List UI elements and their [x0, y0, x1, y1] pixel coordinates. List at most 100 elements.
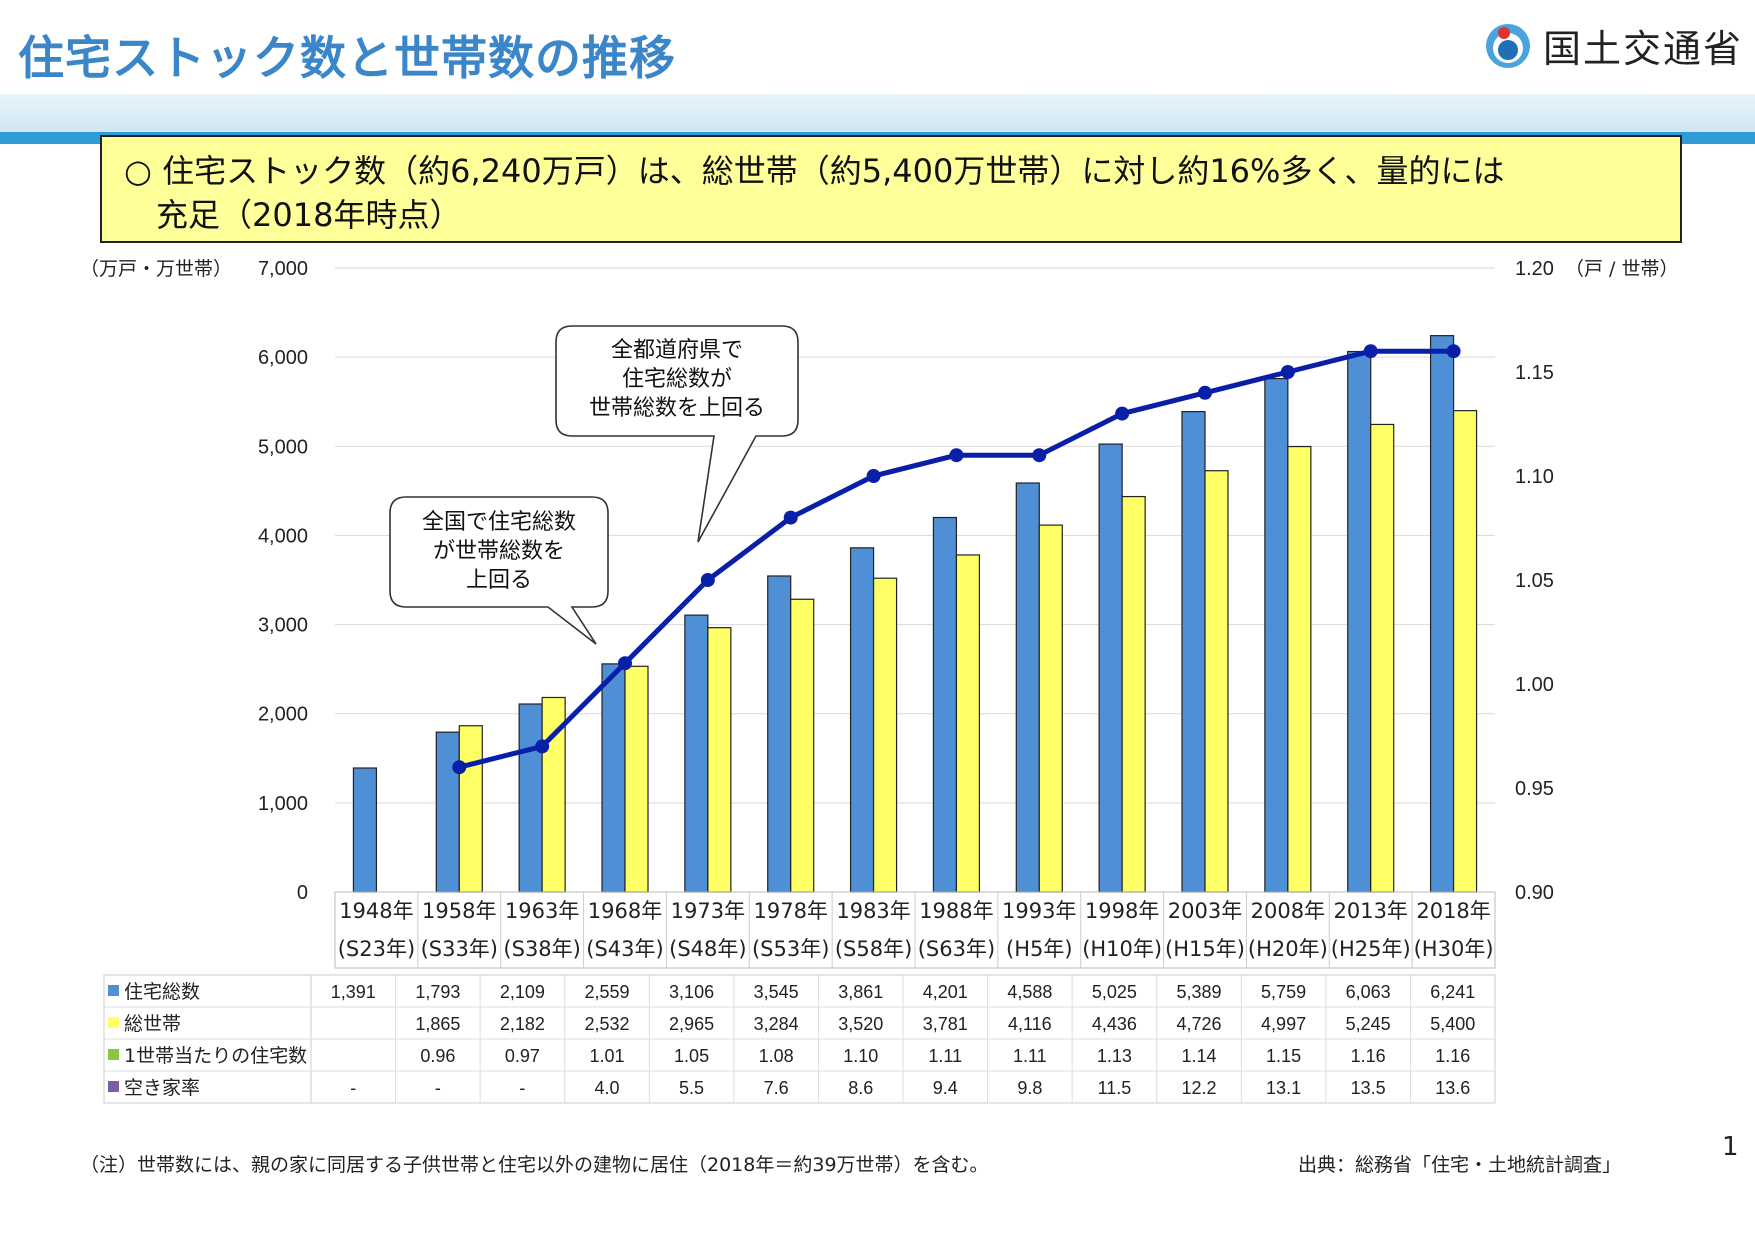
- ratio-point: [452, 760, 467, 775]
- y-right-tick-label: 1.05: [1515, 570, 1554, 592]
- bar-houses: [1347, 350, 1372, 893]
- bar-series: [352, 335, 1478, 893]
- y-left-tick-label: 5,000: [258, 436, 308, 458]
- table-cell: 1,391: [331, 982, 376, 1002]
- y-left-tick-label: 6,000: [258, 347, 308, 369]
- ratio-point: [1280, 365, 1295, 379]
- table-cell: 6,241: [1430, 982, 1475, 1002]
- table-cell: 5,245: [1346, 1014, 1391, 1034]
- housing-chart: 0 1,000 2,000 3,000 4,000 5,000 6,000 7,000 0.90…: [103, 258, 1554, 1104]
- ratio-point: [1032, 448, 1047, 463]
- table-cell: 0.96: [420, 1046, 455, 1066]
- y-left-tick-label: 1,000: [258, 793, 308, 815]
- table-cell: 11.5: [1098, 1078, 1132, 1098]
- table-cell: 1.05: [674, 1046, 709, 1066]
- y-right-tick-label: 1.15: [1515, 362, 1554, 384]
- table-cell: 2,965: [669, 1014, 714, 1034]
- bar-households: [458, 725, 483, 893]
- table-cell: 4.0: [594, 1078, 619, 1098]
- table-cell: -: [435, 1078, 441, 1098]
- legend-swatch: [108, 1049, 119, 1060]
- x-tick-label-year: 1973年: [671, 899, 745, 923]
- table-cell: 1.10: [843, 1046, 878, 1066]
- x-tick-label-year: 1983年: [836, 899, 910, 923]
- table-cell: 13.5: [1351, 1078, 1386, 1098]
- table-cell: 2,559: [584, 982, 629, 1002]
- bar-houses: [684, 614, 709, 893]
- table-cell: 1.16: [1435, 1046, 1470, 1066]
- ratio-point: [535, 739, 550, 754]
- table-cell: 1.14: [1181, 1046, 1216, 1066]
- x-tick-label-year: 1978年: [753, 899, 827, 923]
- bar-households: [1204, 470, 1229, 893]
- ratio-point: [783, 510, 798, 525]
- x-tick-label-era: (H30年): [1414, 937, 1494, 961]
- table-cell: 1.15: [1266, 1046, 1301, 1066]
- table-cell: 5.5: [679, 1078, 704, 1098]
- data-table: 住宅総数 1,391 1,793 2,109 2,559 3,106 3,545 3,861 4…: [103, 974, 1496, 1104]
- bar-households: [872, 577, 898, 893]
- bar-houses: [518, 703, 543, 893]
- page-title: 住宅ストック数と世帯数の推移: [18, 31, 676, 85]
- table-cell: 5,389: [1176, 982, 1221, 1002]
- ratio-point: [700, 573, 715, 587]
- x-tick-label-era: (S43年): [586, 937, 663, 961]
- x-tick-label-year: 1998年: [1085, 899, 1159, 923]
- table-cell: 1.11: [928, 1046, 962, 1066]
- ministry-logo: 国土交通省: [1483, 18, 1743, 73]
- table-cell: 3,520: [838, 1014, 883, 1034]
- bar-households: [790, 598, 815, 893]
- ratio-point: [618, 656, 632, 671]
- ratio-point: [1115, 406, 1130, 421]
- legend-swatch: [108, 1017, 119, 1028]
- ratio-point: [1446, 344, 1461, 359]
- table-cell: 12.2: [1181, 1078, 1216, 1098]
- right-axis-unit: （戸 / 世帯）: [1565, 258, 1679, 280]
- table-cell: 1.01: [589, 1046, 624, 1066]
- x-tick-label-year: 1988年: [919, 899, 993, 923]
- bar-households: [1287, 445, 1312, 893]
- y-left-tick-label: 7,000: [258, 258, 308, 280]
- x-tick-label-year: 1963年: [505, 899, 579, 923]
- table-cell: 9.8: [1017, 1078, 1042, 1098]
- x-tick-label-year: 2003年: [1168, 899, 1242, 923]
- table-cell: -: [519, 1078, 525, 1098]
- x-tick-label-era: (H5年): [1006, 937, 1073, 961]
- callout-prefecture-bubble: [555, 325, 799, 543]
- bar-houses: [435, 731, 460, 893]
- table-cell: 4,997: [1261, 1014, 1306, 1034]
- y-right-tick-label: 1.10: [1515, 466, 1554, 488]
- summary-box: ○ 住宅ストック数（約6,240万戸）は、総世帯（約5,400万世帯）に対し約1…: [100, 135, 1682, 243]
- x-tick-label-year: 2008年: [1251, 899, 1325, 923]
- y-left-tick-label: 4,000: [258, 525, 308, 547]
- table-row-label: 住宅総数: [124, 981, 200, 1003]
- bar-houses: [1429, 335, 1455, 893]
- x-tick-label-era: (S48年): [669, 937, 746, 961]
- table-row-label: 空き家率: [124, 1077, 200, 1099]
- table-cell: 1.16: [1351, 1046, 1386, 1066]
- ratio-point: [866, 469, 881, 483]
- bar-households: [955, 554, 981, 893]
- bar-houses: [932, 516, 958, 893]
- table-cell: 7.6: [764, 1078, 789, 1098]
- table-cell: 3,545: [754, 982, 799, 1002]
- table-cell: 3,284: [754, 1014, 799, 1034]
- table-cell: 1,865: [415, 1014, 460, 1034]
- table-row-label: 1世帯当たりの住宅数: [124, 1045, 307, 1067]
- table-cell: 4,116: [1008, 1014, 1052, 1034]
- x-tick-label-era: (S58年): [835, 937, 912, 961]
- x-tick-label-era: (H10年): [1082, 937, 1162, 961]
- table-cell: 1,793: [415, 982, 460, 1002]
- bar-households: [1038, 524, 1063, 893]
- ministry-name: 国土交通省: [1542, 27, 1743, 71]
- y-left-tick-label: 0: [297, 882, 308, 904]
- ratio-point: [1198, 385, 1212, 400]
- footnote: （注）世帯数には、親の家に同居する子供世帯と住宅以外の建物に居住（2018年＝約…: [80, 1154, 989, 1176]
- table-row-label: 総世帯: [124, 1013, 181, 1035]
- header-band: [0, 94, 1755, 132]
- x-tick-label-era: (S38年): [503, 937, 580, 961]
- bar-households: [1452, 410, 1478, 893]
- table-cell: 2,109: [500, 982, 545, 1002]
- legend-swatch: [108, 985, 119, 996]
- table-cell: 2,532: [584, 1014, 629, 1034]
